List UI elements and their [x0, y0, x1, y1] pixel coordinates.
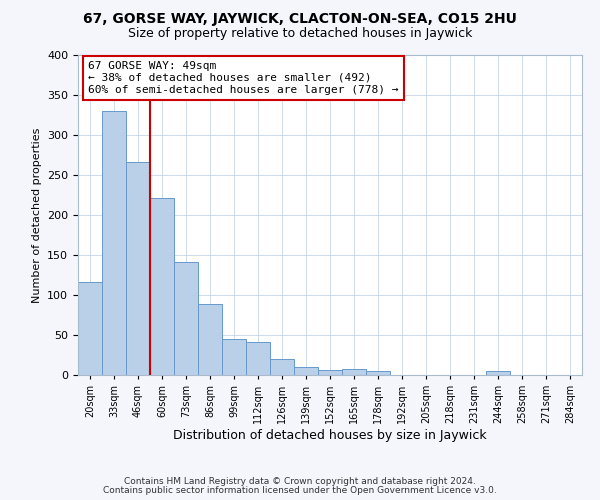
Y-axis label: Number of detached properties: Number of detached properties	[32, 128, 41, 302]
Bar	[174, 262, 198, 375]
Bar	[198, 304, 222, 375]
Bar	[294, 367, 318, 375]
Bar	[270, 359, 294, 375]
Bar	[222, 339, 246, 375]
Bar	[102, 111, 126, 375]
Bar	[342, 368, 366, 375]
Text: Size of property relative to detached houses in Jaywick: Size of property relative to detached ho…	[128, 28, 472, 40]
Bar	[78, 282, 102, 375]
Bar	[150, 198, 174, 375]
Bar	[246, 342, 270, 375]
Text: Contains HM Land Registry data © Crown copyright and database right 2024.: Contains HM Land Registry data © Crown c…	[124, 477, 476, 486]
Bar	[486, 371, 510, 375]
Text: 67 GORSE WAY: 49sqm
← 38% of detached houses are smaller (492)
60% of semi-detac: 67 GORSE WAY: 49sqm ← 38% of detached ho…	[88, 62, 398, 94]
X-axis label: Distribution of detached houses by size in Jaywick: Distribution of detached houses by size …	[173, 429, 487, 442]
Text: 67, GORSE WAY, JAYWICK, CLACTON-ON-SEA, CO15 2HU: 67, GORSE WAY, JAYWICK, CLACTON-ON-SEA, …	[83, 12, 517, 26]
Text: Contains public sector information licensed under the Open Government Licence v3: Contains public sector information licen…	[103, 486, 497, 495]
Bar	[366, 371, 390, 375]
Bar	[126, 162, 150, 375]
Bar	[318, 370, 342, 375]
